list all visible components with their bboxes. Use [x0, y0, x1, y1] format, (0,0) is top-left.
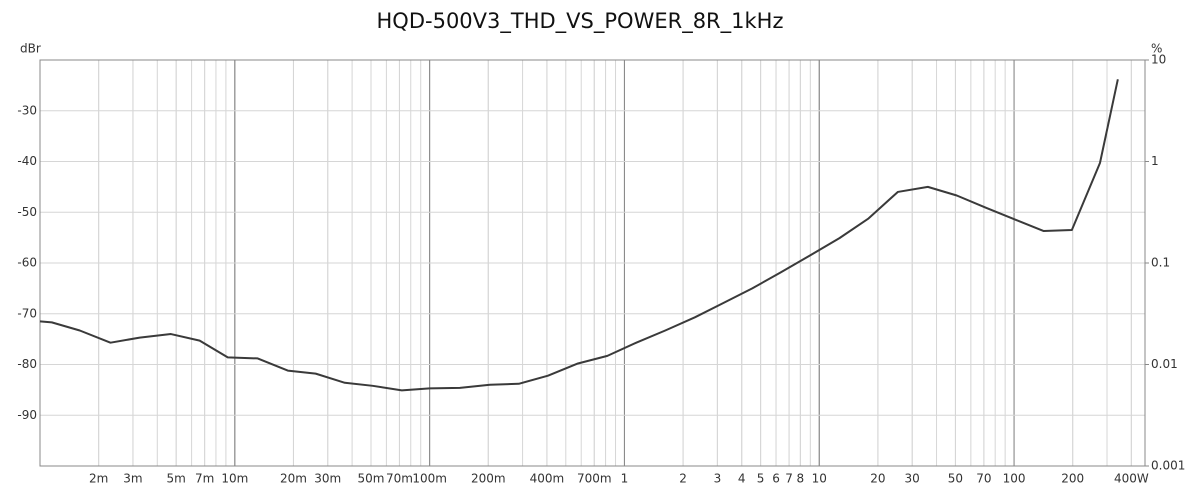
- x-tick-label: 10: [812, 472, 827, 486]
- x-tick-label: 70m: [386, 472, 413, 486]
- x-tick-label: 2m: [89, 472, 108, 486]
- x-tick-label: 8: [797, 472, 805, 486]
- chart-title: HQD-500V3_THD_VS_POWER_8R_1kHz: [377, 9, 784, 34]
- x-tick-label: 50: [948, 472, 963, 486]
- y-tick-label: -50: [17, 205, 37, 219]
- x-tick-label: 30: [905, 472, 920, 486]
- x-tick-label: 3: [714, 472, 722, 486]
- x-tick-label: 6: [772, 472, 780, 486]
- x-tick-label: 400m: [530, 472, 565, 486]
- x-tick-label: 100m: [412, 472, 447, 486]
- x-tick-label: 30m: [314, 472, 341, 486]
- y2-tick-label: 10: [1151, 53, 1166, 67]
- y-axis-title: dBr: [20, 42, 41, 56]
- y2-tick-label: 0.001: [1151, 459, 1185, 473]
- x-tick-label: 2: [679, 472, 687, 486]
- x-tick-label: 7: [785, 472, 793, 486]
- y2-tick-label: 1: [1151, 154, 1159, 168]
- x-tick-label: 5: [757, 472, 765, 486]
- x-tick-label: 70: [976, 472, 991, 486]
- x-tick-label: 700m: [577, 472, 612, 486]
- x-tick-label: 3m: [123, 472, 142, 486]
- y2-tick-label: 0.1: [1151, 256, 1170, 270]
- y-tick-label: -70: [17, 306, 37, 320]
- x-tick-label: 7m: [195, 472, 214, 486]
- y-tick-label: -30: [17, 103, 37, 117]
- x-tick-label: 5m: [167, 472, 186, 486]
- data-line: [39, 79, 1119, 392]
- y2-tick-label: 0.01: [1151, 357, 1178, 371]
- x-tick-label: 20m: [280, 472, 307, 486]
- y-tick-label: -60: [17, 256, 37, 270]
- plot-frame: [39, 59, 1146, 467]
- x-tick-label: 400W: [1114, 472, 1149, 486]
- x-tick-label: 20: [870, 472, 885, 486]
- x-tick-label: 200: [1061, 472, 1084, 486]
- x-tick-label: 100: [1003, 472, 1026, 486]
- y-tick-label: -90: [17, 408, 37, 422]
- x-tick-label: 200m: [471, 472, 506, 486]
- x-tick-label: 1: [621, 472, 629, 486]
- x-tick-label: 10m: [221, 472, 248, 486]
- x-tick-label: 50m: [357, 472, 384, 486]
- y-tick-label: -40: [17, 154, 37, 168]
- y-tick-label: -80: [17, 357, 37, 371]
- x-tick-label: 4: [738, 472, 746, 486]
- y2-axis-title: %: [1151, 42, 1162, 56]
